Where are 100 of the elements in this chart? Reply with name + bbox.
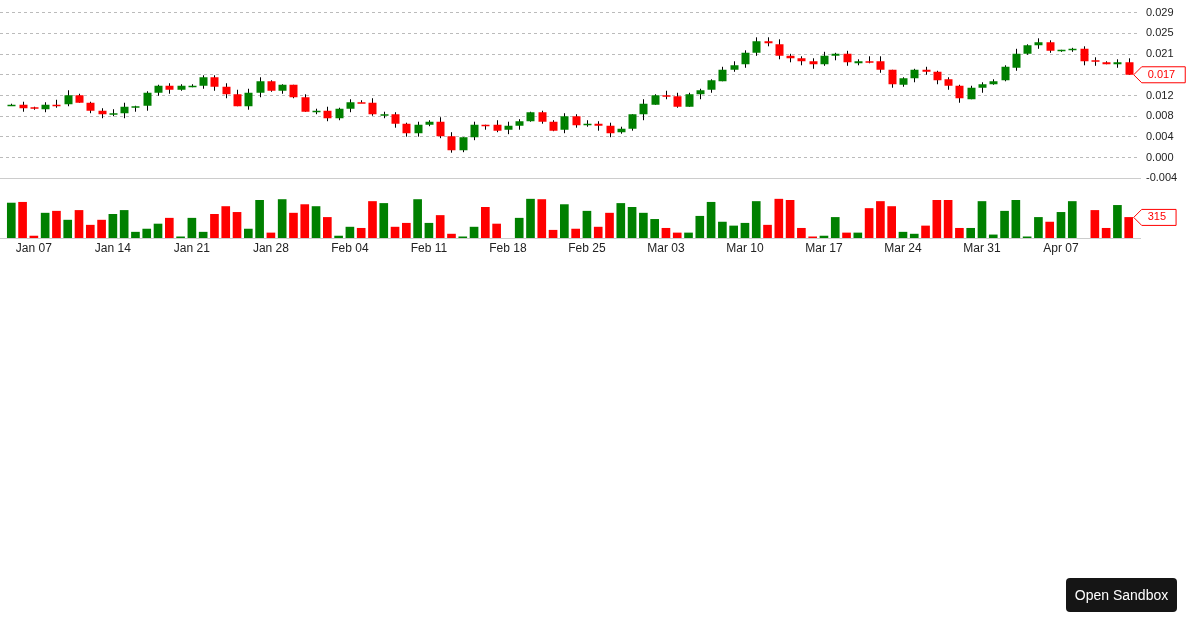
bar xyxy=(842,232,851,238)
bar xyxy=(52,210,61,238)
x-tick-label: Mar 31 xyxy=(963,240,1001,255)
bar xyxy=(390,226,400,238)
bar xyxy=(356,227,366,238)
candlestick xyxy=(244,88,253,111)
candlestick xyxy=(357,99,366,104)
bar xyxy=(63,219,73,238)
bar xyxy=(740,222,750,238)
x-tick-label: Mar 24 xyxy=(884,240,922,255)
x-tick-label: Jan 14 xyxy=(94,240,132,255)
bar xyxy=(864,208,874,238)
bar xyxy=(785,200,795,238)
bar xyxy=(684,232,693,238)
x-tick-label: Jan 28 xyxy=(252,240,290,255)
bar xyxy=(40,212,50,238)
text: 0.017 xyxy=(1147,67,1176,80)
bar xyxy=(164,217,174,238)
bar xyxy=(797,227,806,238)
bar xyxy=(1011,200,1021,238)
bar xyxy=(323,217,332,238)
bar xyxy=(255,200,264,238)
bar xyxy=(1067,201,1077,238)
candlestick xyxy=(256,76,265,98)
bar xyxy=(672,232,682,238)
bar xyxy=(729,225,738,238)
x-tick-label: Feb 18 xyxy=(489,240,527,255)
bar xyxy=(424,222,434,238)
bar xyxy=(1101,227,1111,238)
bar xyxy=(413,199,422,238)
candlestick xyxy=(1080,45,1089,66)
bar xyxy=(1056,212,1066,238)
x-tick-label: Jan 21 xyxy=(173,240,211,255)
bar xyxy=(1090,210,1100,238)
bar xyxy=(289,212,298,238)
x-tick-label: Feb 04 xyxy=(331,240,369,255)
bar xyxy=(932,200,942,238)
candlestick xyxy=(560,112,569,134)
bar xyxy=(571,228,580,238)
bar xyxy=(187,217,197,238)
bar xyxy=(85,224,95,238)
bar xyxy=(221,206,231,238)
bar xyxy=(232,212,242,238)
bar xyxy=(97,219,106,238)
bar xyxy=(277,199,287,238)
bar xyxy=(605,212,614,238)
bar xyxy=(1113,205,1122,238)
bar xyxy=(334,235,343,238)
bar xyxy=(661,227,671,238)
y-tick-label: -0.004 xyxy=(1146,171,1178,184)
bar xyxy=(243,228,253,238)
bar xyxy=(526,198,535,238)
bar xyxy=(1045,221,1055,238)
bar xyxy=(560,204,569,238)
bar xyxy=(481,206,490,238)
bar xyxy=(943,200,953,238)
bar xyxy=(988,234,998,238)
bar xyxy=(830,217,840,238)
bar xyxy=(898,231,908,238)
x-tick-label: Apr 07 xyxy=(1043,240,1079,255)
bar xyxy=(887,206,897,238)
bar xyxy=(876,201,885,238)
x-tick-label: Mar 03 xyxy=(647,240,685,255)
bar xyxy=(751,201,761,238)
bar xyxy=(6,202,16,238)
bar xyxy=(300,204,310,238)
bar xyxy=(311,206,321,238)
candlestick xyxy=(143,90,152,112)
bar xyxy=(639,212,648,238)
y-tick-label: 0.025 xyxy=(1146,26,1174,39)
bar xyxy=(1000,210,1009,238)
y-tick-label: 0.012 xyxy=(1146,88,1174,101)
bar xyxy=(198,231,208,238)
bar xyxy=(548,229,558,238)
bar xyxy=(593,226,603,238)
bar xyxy=(402,222,411,238)
bar xyxy=(774,198,784,238)
x-tick-label: Feb 11 xyxy=(410,240,448,255)
bar xyxy=(131,231,140,238)
text: Open Sandbox xyxy=(1066,578,1177,612)
bar xyxy=(447,233,456,238)
bar xyxy=(514,217,524,238)
candlestick xyxy=(752,36,761,57)
bar xyxy=(955,227,964,238)
bar xyxy=(379,203,389,238)
x-tick-label: Jan 07 xyxy=(15,240,53,255)
bar xyxy=(492,223,501,238)
bar xyxy=(74,210,84,238)
y-tick-label: 0.004 xyxy=(1146,129,1174,142)
candlestick xyxy=(639,98,648,121)
candlestick xyxy=(447,131,456,154)
bar xyxy=(582,210,592,238)
y-tick-label: 0.021 xyxy=(1146,47,1174,60)
y-tick-label: 0.029 xyxy=(1146,5,1174,18)
candlestick xyxy=(1012,48,1021,72)
candlestick xyxy=(775,38,784,60)
bar xyxy=(368,201,377,238)
y-tick-label: 0.000 xyxy=(1146,150,1174,163)
bar xyxy=(469,226,479,238)
bar xyxy=(1034,217,1043,238)
